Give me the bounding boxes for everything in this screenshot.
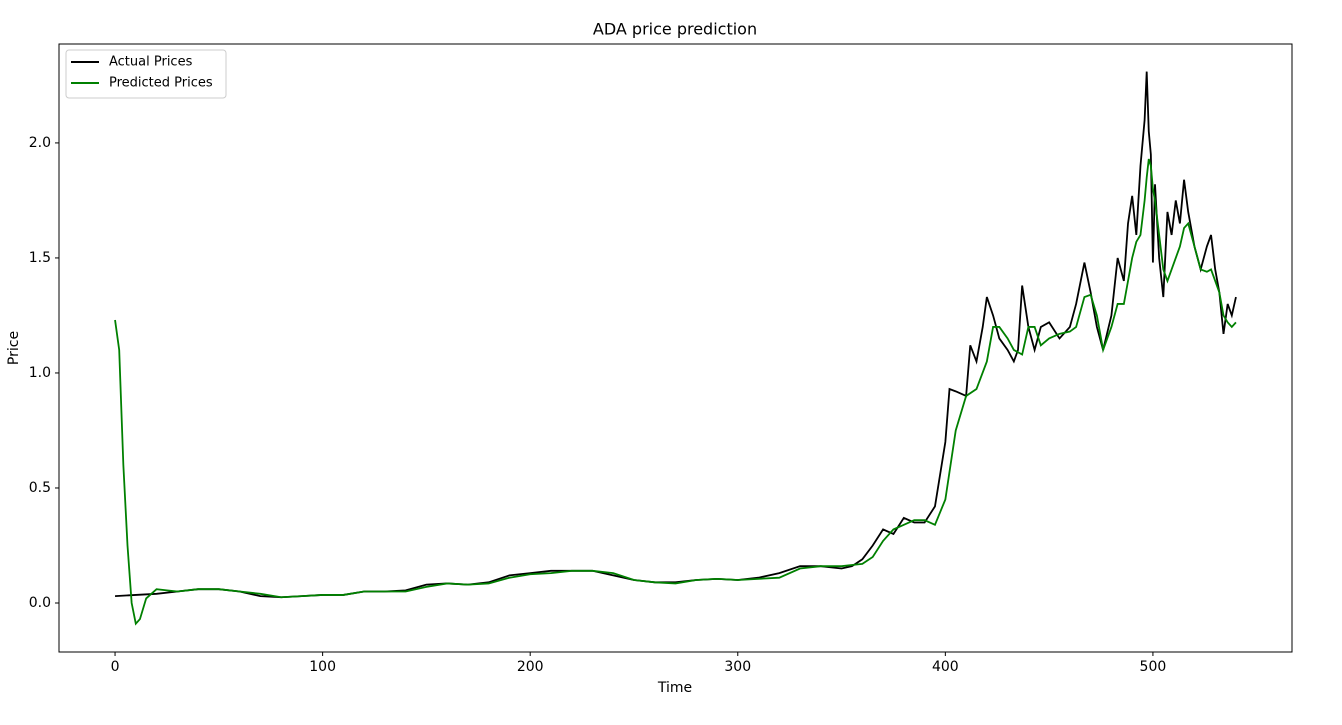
y-tick-label: 2.0: [29, 135, 51, 151]
y-tick-label: 1.5: [29, 250, 51, 266]
data-line: [115, 71, 1237, 599]
data-line: [114, 158, 1237, 626]
y-tick-label: 1.0: [29, 365, 51, 381]
x-tick-label: 100: [309, 659, 336, 675]
legend-box: [65, 49, 227, 99]
y-axis-label: Price: [6, 331, 22, 365]
chart-title: ADA price prediction: [593, 20, 757, 39]
x-tick-label: 200: [517, 659, 544, 675]
x-axis-label: Time: [657, 680, 692, 696]
legend-label: Predicted Prices: [109, 76, 213, 91]
x-tick-label: 400: [932, 659, 959, 675]
y-tick-label: 0.5: [29, 480, 51, 496]
x-tick-label: 500: [1140, 659, 1167, 675]
y-tick-label: 0.0: [29, 595, 51, 611]
plot-frame: [58, 43, 1293, 653]
x-tick-label: 0: [111, 659, 120, 675]
x-tick-label: 300: [724, 659, 751, 675]
legend-label: Actual Prices: [109, 55, 193, 70]
